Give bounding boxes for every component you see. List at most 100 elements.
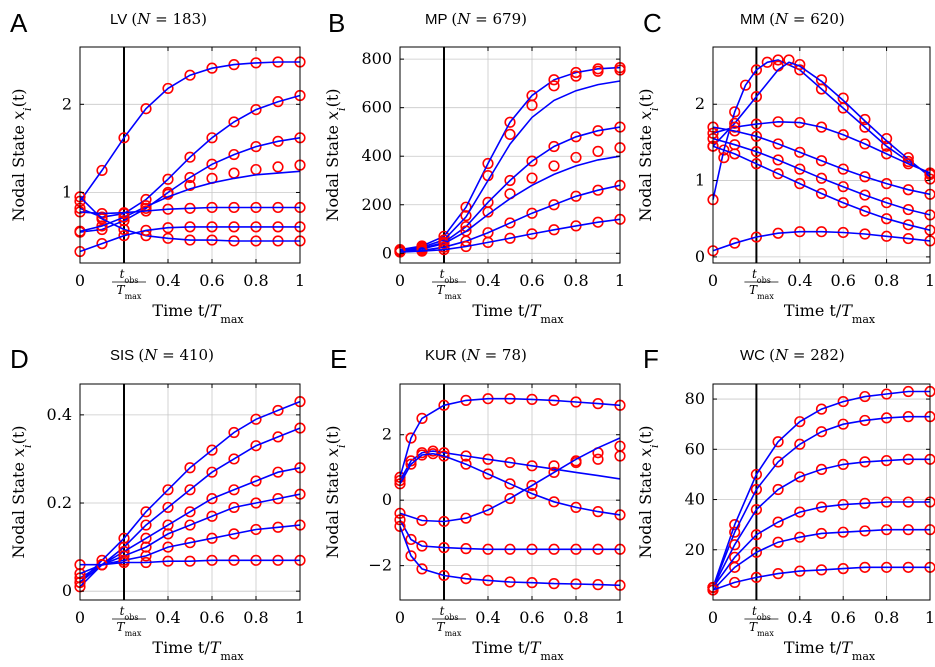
observed-marker xyxy=(880,148,893,160)
observed-marker xyxy=(859,138,871,150)
observed-marker xyxy=(206,510,218,522)
y-axis-label: Nodal State xi(t) xyxy=(636,425,661,558)
y-tick-label: 2 xyxy=(62,94,72,113)
observed-marker xyxy=(228,116,240,128)
observed-marker xyxy=(859,171,871,183)
x-tick-label: 0 xyxy=(395,608,405,627)
x-axis-label: Time t/Tmax xyxy=(472,638,564,663)
series-1 xyxy=(74,56,306,207)
observed-marker xyxy=(96,220,108,232)
panel-title: WC (N = 282) xyxy=(740,346,845,364)
observed-marker xyxy=(184,537,196,549)
observed-marker xyxy=(405,533,417,546)
fit-line xyxy=(712,415,930,588)
observed-marker xyxy=(504,128,516,140)
series-2 xyxy=(74,89,306,223)
fit-line xyxy=(79,206,300,215)
plot-frame xyxy=(399,383,621,601)
observed-marker xyxy=(250,141,262,153)
observed-marker xyxy=(460,458,472,470)
y-tick-label: 800 xyxy=(361,49,392,68)
x-tick-label: 0.4 xyxy=(787,271,812,290)
x-axis-label: Time t/Tmax xyxy=(784,638,876,663)
observed-marker xyxy=(228,453,240,465)
series-4 xyxy=(707,121,935,200)
observed-marker xyxy=(438,399,450,411)
observed-marker xyxy=(250,497,262,509)
observed-marker xyxy=(794,506,806,518)
observed-marker xyxy=(729,237,741,249)
fit-line xyxy=(399,450,621,481)
observed-marker xyxy=(438,237,450,250)
x-tick-label: 0.6 xyxy=(519,271,544,290)
x-tick-label: 0.8 xyxy=(243,271,268,290)
observed-marker xyxy=(718,144,730,156)
observed-marker xyxy=(504,174,516,187)
observed-marker xyxy=(718,152,730,164)
x-axis-label: Time t/Tmax xyxy=(152,638,244,663)
observed-marker xyxy=(405,458,417,470)
observed-marker xyxy=(750,64,763,76)
observed-marker xyxy=(794,146,806,158)
observed-marker xyxy=(140,519,152,531)
x-tick-label: 0.8 xyxy=(563,608,588,627)
observed-marker xyxy=(750,91,763,103)
observed-marker xyxy=(250,413,262,425)
observed-marker xyxy=(228,167,240,179)
observed-marker xyxy=(184,506,196,518)
observed-marker xyxy=(162,188,174,200)
x-tick-label: 0 xyxy=(395,271,405,290)
x-tick-label: 0 xyxy=(708,608,718,627)
t-obs-tick-numerator: tobs xyxy=(120,267,139,285)
x-tick-label: 0.6 xyxy=(830,271,855,290)
observed-marker xyxy=(750,468,763,481)
x-axis-label: Time t/Tmax xyxy=(152,301,244,326)
observed-marker xyxy=(783,54,795,66)
observed-marker xyxy=(772,483,784,496)
fit-line xyxy=(712,126,931,196)
observed-marker xyxy=(504,492,516,505)
observed-marker xyxy=(184,462,196,474)
t-obs-tick-denominator: Tmax xyxy=(749,283,774,301)
observed-marker xyxy=(118,230,130,242)
observed-marker xyxy=(162,173,174,185)
y-tick-label: 40 xyxy=(685,490,705,509)
observed-marker xyxy=(96,213,108,225)
observed-marker xyxy=(206,132,218,144)
observed-marker xyxy=(729,117,741,129)
x-axis-label: Time t/Tmax xyxy=(784,301,876,326)
observed-marker xyxy=(228,148,240,161)
fit-line xyxy=(79,524,301,575)
t-obs-tick-numerator: tobs xyxy=(752,267,771,285)
observed-marker xyxy=(405,550,417,562)
observed-marker xyxy=(206,444,218,456)
observed-marker xyxy=(438,230,450,242)
observed-marker xyxy=(772,138,784,150)
observed-marker xyxy=(750,130,763,142)
series-1 xyxy=(394,62,626,256)
fit-line xyxy=(80,559,300,566)
y-tick-label: 2 xyxy=(382,425,392,444)
fit-line xyxy=(712,501,930,588)
observed-marker xyxy=(750,503,763,516)
fit-line xyxy=(399,218,621,253)
observed-marker xyxy=(570,70,582,82)
observed-marker xyxy=(880,213,893,225)
observed-marker xyxy=(162,501,174,514)
x-tick-label: 0 xyxy=(75,271,85,290)
observed-marker xyxy=(118,132,130,144)
observed-marker xyxy=(118,223,130,236)
fit-line xyxy=(712,390,930,588)
y-tick-label: 200 xyxy=(361,195,392,214)
observed-marker xyxy=(837,129,849,141)
observed-marker xyxy=(837,418,849,430)
observed-marker xyxy=(526,228,538,240)
y-tick-label: 0.2 xyxy=(47,493,72,512)
y-tick-label: 20 xyxy=(685,540,705,559)
x-tick-label: 0.4 xyxy=(475,271,500,290)
observed-marker xyxy=(815,403,828,415)
observed-marker xyxy=(548,74,560,86)
y-axis-label: Nodal State xi(t) xyxy=(9,425,34,558)
